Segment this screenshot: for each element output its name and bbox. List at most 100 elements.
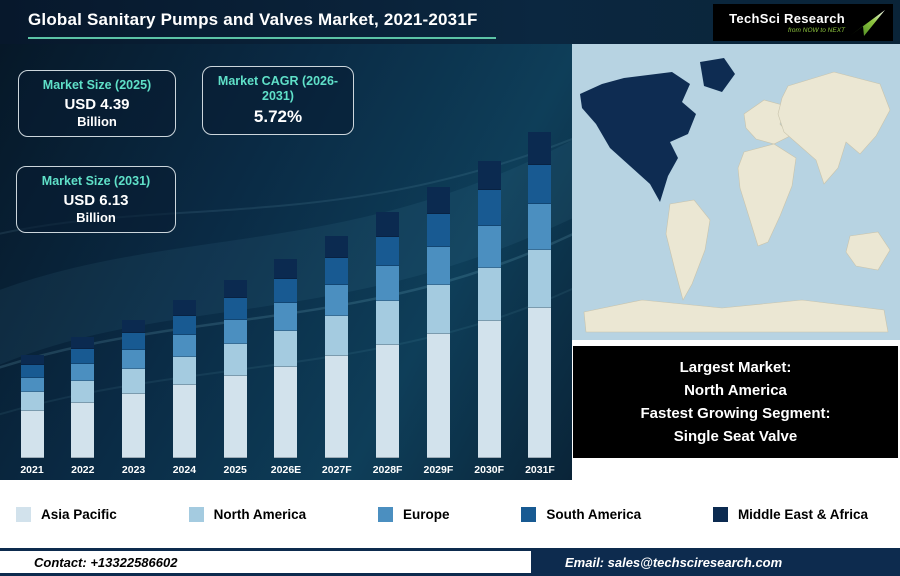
legend-item-europe: Europe <box>377 506 450 522</box>
bar-slot-2030f: 2030F <box>465 160 513 476</box>
callout-line: Single Seat Valve <box>673 428 798 445</box>
stacked-bar-2027f <box>325 236 349 458</box>
bar-segment-asia-pacific <box>477 321 501 458</box>
stat-label: Market Size (2025) <box>42 78 152 92</box>
stat-box-market-size-2025: Market Size (2025) USD 4.39 Billion <box>18 70 176 137</box>
legend-label: South America <box>546 506 642 522</box>
bar-segment-middle-east-africa <box>20 355 44 366</box>
bar-segment-middle-east-africa <box>325 236 349 259</box>
logo-tagline: from NOW to NEXT <box>787 27 845 34</box>
bar-segment-middle-east-africa <box>477 160 501 191</box>
bar-segment-europe <box>528 204 552 250</box>
bar-slot-2029f: 2029F <box>414 186 462 476</box>
bar-segment-asia-pacific <box>172 385 196 458</box>
legend-swatch <box>521 506 537 522</box>
x-axis-label: 2029F <box>423 464 454 476</box>
bar-segment-south-america <box>172 315 196 335</box>
world-map-panel <box>572 44 900 340</box>
stacked-bar-2026e <box>274 259 298 458</box>
bar-slot-2028f: 2028F <box>364 212 412 476</box>
callout-line: Largest Market: <box>679 359 792 376</box>
world-map <box>572 44 900 340</box>
logo-arrow-icon <box>851 9 885 36</box>
legend-item-asia-pacific: Asia Pacific <box>16 506 117 522</box>
bar-segment-europe <box>122 349 146 370</box>
bar-segment-north-america <box>172 356 196 386</box>
continent-asia <box>777 71 891 185</box>
bar-slot-2021: 2021 <box>8 355 56 476</box>
bar-slot-2025: 2025 <box>211 280 259 476</box>
stat-unit: Billion <box>76 210 116 225</box>
callout-line: Fastest Growing Segment: <box>640 405 831 422</box>
stat-value: USD 4.39 <box>64 96 130 113</box>
stat-value: 5.72% <box>253 107 303 126</box>
title-underline <box>28 37 496 39</box>
stacked-bar-2031f <box>528 132 552 458</box>
legend-swatch <box>188 506 204 522</box>
stat-label: Market Size (2031) <box>41 174 151 188</box>
bar-segment-south-america <box>325 258 349 285</box>
bar-segment-asia-pacific <box>20 410 44 458</box>
bar-segment-middle-east-africa <box>274 259 298 279</box>
continent-north-america-highlighted <box>580 72 696 202</box>
bar-segment-asia-pacific <box>223 376 247 458</box>
bar-segment-europe <box>477 226 501 268</box>
bar-segment-south-america <box>71 349 95 364</box>
x-axis-label: 2028F <box>372 464 403 476</box>
legend-label: Asia Pacific <box>41 506 117 522</box>
bar-segment-asia-pacific <box>325 355 349 458</box>
x-axis-label: 2026E <box>270 464 302 476</box>
legend-item-south-america: South America <box>521 506 642 522</box>
legend-swatch <box>377 506 393 522</box>
legend-swatch <box>712 506 728 522</box>
bar-segment-asia-pacific <box>122 394 146 458</box>
bar-segment-europe <box>223 319 247 345</box>
stacked-bar-2025 <box>223 280 247 458</box>
bar-slot-2024: 2024 <box>160 299 208 476</box>
legend-label: North America <box>213 506 307 522</box>
stat-unit: Billion <box>77 114 117 129</box>
callout-line: North America <box>684 382 787 399</box>
bar-segment-europe <box>426 246 450 285</box>
footer-contact: Contact: +13322586602 <box>0 548 531 576</box>
bar-segment-asia-pacific <box>376 344 400 458</box>
chart-panel: Market Size (2025) USD 4.39 Billion Mark… <box>0 44 572 480</box>
stacked-bar-2030f <box>477 160 501 458</box>
bar-segment-north-america <box>20 392 44 411</box>
x-axis-label: 2021 <box>20 464 44 476</box>
bar-segment-north-america <box>71 380 95 403</box>
x-axis-label: 2031F <box>525 464 555 476</box>
bar-segment-north-america <box>122 369 146 395</box>
bar-segment-europe <box>71 363 95 381</box>
stacked-bar-2021 <box>20 355 44 458</box>
x-axis-label: 2022 <box>71 464 95 476</box>
bar-segment-asia-pacific <box>274 366 298 458</box>
techsci-logo: TechSci Research from NOW to NEXT <box>713 4 893 41</box>
legend-item-middle-east-africa: Middle East & Africa <box>712 506 868 522</box>
continent-australia <box>845 231 891 271</box>
bar-segment-north-america <box>325 316 349 356</box>
chart-legend: Asia Pacific North America Europe South Ame… <box>0 480 900 548</box>
bar-segment-europe <box>274 302 298 331</box>
bar-segment-south-america <box>223 298 247 320</box>
header-bar: Global Sanitary Pumps and Valves Market,… <box>0 0 900 44</box>
bar-slot-2031f: 2031F <box>516 132 564 476</box>
x-axis-label: 2025 <box>223 464 247 476</box>
page-title: Global Sanitary Pumps and Valves Market,… <box>28 10 478 29</box>
footer-bar: Contact: +13322586602 Email: sales@techs… <box>0 548 900 576</box>
stacked-bar-chart: 2021 2022 2023 2024 2025 2026E 2027F 2028F 2029F… <box>8 116 564 476</box>
continent-africa <box>737 143 797 247</box>
stat-box-market-size-2031: Market Size (2031) USD 6.13 Billion <box>16 166 176 233</box>
bar-segment-north-america <box>376 300 400 345</box>
stacked-bar-2022 <box>71 337 95 458</box>
bar-segment-asia-pacific <box>528 308 552 458</box>
bar-segment-north-america <box>223 344 247 377</box>
bar-segment-europe <box>376 266 400 301</box>
stacked-bar-2028f <box>376 212 400 458</box>
x-axis-label: 2027F <box>321 464 352 476</box>
continent-antarctica <box>583 299 889 333</box>
bar-segment-middle-east-africa <box>71 337 95 350</box>
market-callout-box: Largest Market: North America Fastest Gr… <box>573 346 898 458</box>
bar-segment-south-america <box>477 190 501 227</box>
